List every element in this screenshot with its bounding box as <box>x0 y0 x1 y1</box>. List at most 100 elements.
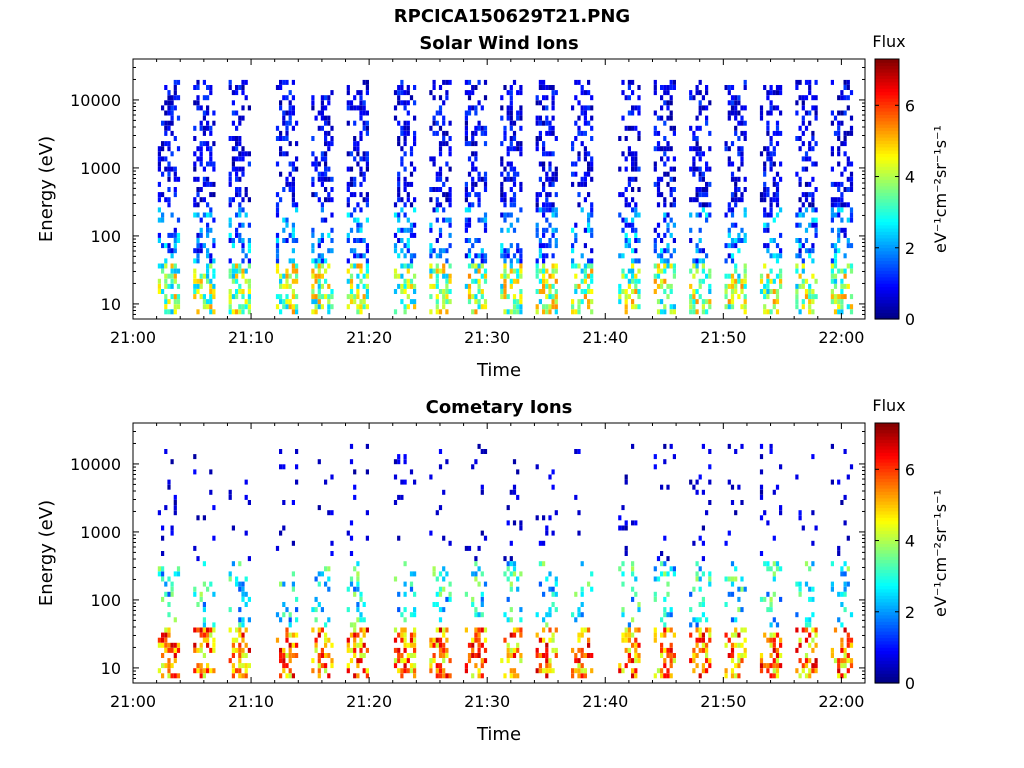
heatmap-cell <box>311 309 315 315</box>
heatmap-cell <box>445 596 449 602</box>
heatmap-cell <box>666 556 670 562</box>
heatmap-cell <box>734 576 738 582</box>
heatmap-cell <box>406 100 410 106</box>
heatmap-cell <box>365 151 369 157</box>
colorbar-band <box>875 501 899 505</box>
heatmap-cell <box>634 653 638 658</box>
colorbar-band <box>875 559 899 564</box>
heatmap-cell <box>724 304 728 310</box>
heatmap-cell <box>634 673 638 679</box>
heatmap-cell <box>480 484 484 490</box>
heatmap-cell <box>164 627 168 633</box>
heatmap-cell <box>554 294 558 300</box>
heatmap-cell <box>669 653 673 658</box>
heatmap-cell <box>580 627 584 633</box>
heatmap-cell <box>775 90 780 96</box>
heatmap-cell <box>206 263 210 269</box>
heatmap-cell <box>554 581 558 587</box>
heatmap-cell <box>538 540 542 546</box>
heatmap-cell <box>766 90 770 96</box>
heatmap-cell <box>157 289 161 294</box>
heatmap-cell <box>362 120 366 126</box>
heatmap-cell <box>176 299 181 305</box>
heatmap-cell <box>689 227 693 233</box>
heatmap-cell <box>483 222 488 228</box>
heatmap-cell <box>324 637 328 643</box>
heatmap-cell <box>317 268 321 274</box>
heatmap-cell <box>808 309 812 315</box>
heatmap-cell <box>173 658 177 664</box>
heatmap-cell <box>743 627 747 633</box>
heatmap-cell <box>480 263 484 269</box>
heatmap-cell <box>669 79 673 85</box>
heatmap-cell <box>551 253 555 259</box>
heatmap-cell <box>634 283 638 289</box>
heatmap-cell <box>413 85 417 90</box>
heatmap-cell <box>365 156 369 162</box>
heatmap-cell <box>295 278 299 284</box>
heatmap-cell <box>206 632 210 638</box>
heatmap-cell <box>442 120 446 126</box>
heatmap-cell <box>279 581 283 587</box>
heatmap-cell <box>464 115 468 121</box>
heatmap-cell <box>327 617 331 623</box>
heatmap-cell <box>734 95 738 101</box>
heatmap-cell <box>413 653 417 658</box>
heatmap-cell <box>349 535 354 541</box>
heatmap-cell <box>506 576 510 582</box>
heatmap-cell <box>471 130 475 136</box>
heatmap-cell <box>324 95 328 101</box>
heatmap-cell <box>432 187 436 192</box>
heatmap-cell <box>356 581 360 587</box>
heatmap-cell <box>695 571 699 577</box>
heatmap-cell <box>193 136 197 141</box>
heatmap-cell <box>164 647 168 653</box>
heatmap-cell <box>282 647 286 653</box>
heatmap-cell <box>324 136 328 141</box>
heatmap-cell <box>362 110 366 116</box>
heatmap-cell <box>353 105 357 111</box>
heatmap-cell <box>618 283 622 289</box>
heatmap-cell <box>206 642 210 648</box>
heatmap-cell <box>429 474 433 480</box>
heatmap-cell <box>775 668 780 674</box>
heatmap-cell <box>409 263 414 269</box>
heatmap-cell <box>413 571 417 577</box>
heatmap-cell <box>801 268 805 274</box>
heatmap-cell <box>698 176 702 182</box>
heatmap-cell <box>170 268 174 274</box>
heatmap-cell <box>808 304 812 310</box>
heatmap-cell <box>695 212 699 218</box>
heatmap-cell <box>730 294 735 300</box>
heatmap-cell <box>554 90 558 96</box>
y-tick-label: 10 <box>101 295 121 314</box>
heatmap-cell <box>548 612 552 618</box>
heatmap-cell <box>849 663 854 669</box>
heatmap-cell <box>545 304 549 310</box>
heatmap-cell <box>353 192 357 198</box>
heatmap-cell <box>730 576 735 582</box>
heatmap-cell <box>843 591 847 597</box>
heatmap-cell <box>291 95 295 101</box>
heatmap-cell <box>574 222 578 228</box>
heatmap-cell <box>400 289 404 294</box>
heatmap-cell <box>164 141 168 147</box>
heatmap-cell <box>317 299 321 305</box>
heatmap-cell <box>503 556 507 562</box>
heatmap-cell <box>320 125 324 131</box>
heatmap-cell <box>798 212 802 218</box>
heatmap-cell <box>519 90 523 96</box>
heatmap-cell <box>202 653 206 658</box>
heatmap-cell <box>393 658 398 664</box>
heatmap-cell <box>766 668 770 674</box>
heatmap-cell <box>193 289 197 294</box>
heatmap-cell <box>666 668 670 674</box>
heatmap-cell <box>571 668 575 674</box>
heatmap-cell <box>471 176 475 182</box>
heatmap-cell <box>474 268 478 274</box>
heatmap-cell <box>199 141 203 147</box>
heatmap-cell <box>724 642 728 648</box>
colorbar-band <box>875 566 899 570</box>
heatmap-cell <box>170 263 174 269</box>
heatmap-cell <box>621 115 625 121</box>
